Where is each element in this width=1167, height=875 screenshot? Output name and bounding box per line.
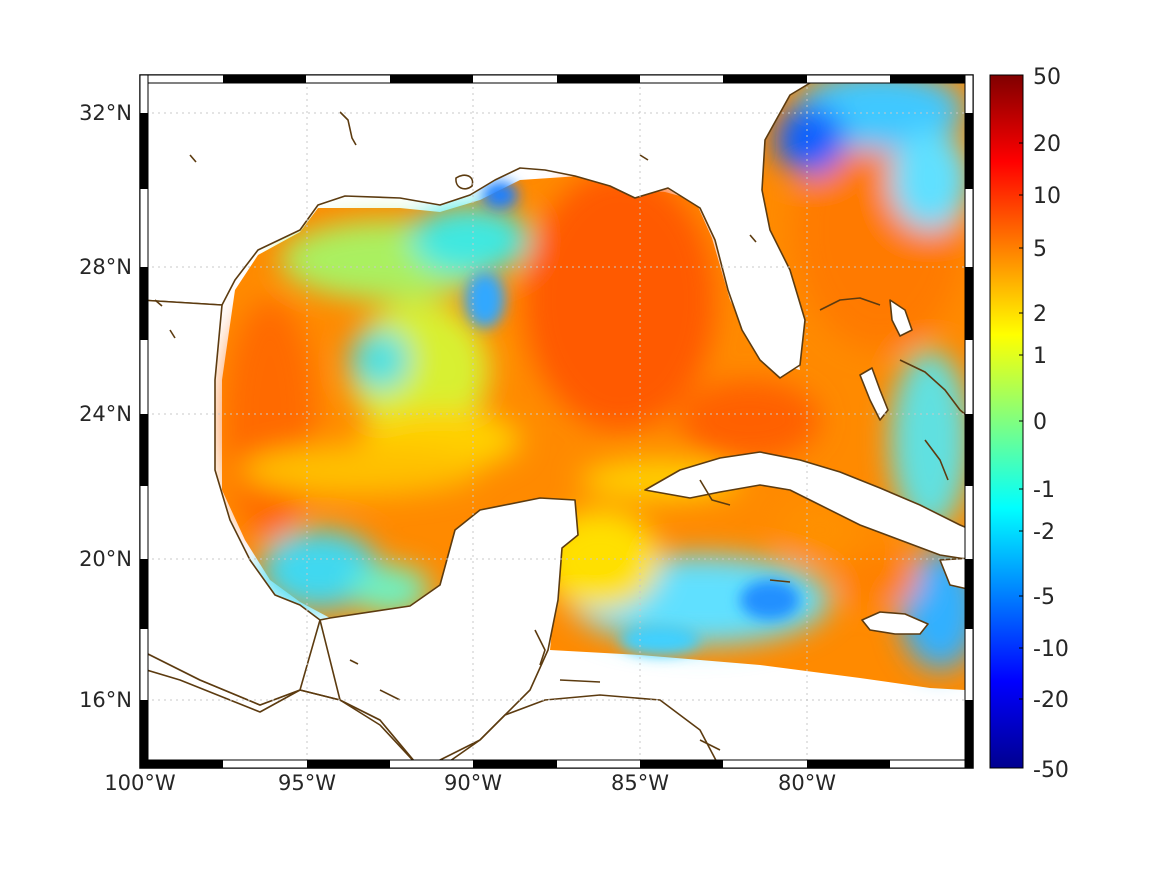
lat-label-32n: 32°N	[79, 101, 132, 125]
mexico-west-coast	[140, 299, 321, 706]
colorbar-label-2: 2	[1033, 302, 1047, 327]
lon-label-80w: 80°W	[778, 771, 836, 795]
colorbar-label-50: 50	[1033, 65, 1061, 90]
lat-label-16n: 16°N	[79, 688, 132, 712]
colorbar-gradient	[989, 74, 1024, 769]
lat-label-28n: 28°N	[79, 255, 132, 279]
land-masses	[140, 75, 973, 768]
us-gulf-coast	[140, 75, 821, 379]
colorbar-label-1: 1	[1033, 344, 1047, 369]
lon-label-95w: 95°W	[278, 771, 336, 795]
ocean-data-field	[222, 75, 973, 690]
lat-label-24n: 24°N	[79, 402, 132, 426]
lon-label-85w: 85°W	[611, 771, 669, 795]
lon-label-100w: 100°W	[104, 771, 176, 795]
longitude-labels: 100°W 95°W 90°W 85°W 80°W	[104, 771, 836, 795]
colorbar-label-10: 10	[1033, 184, 1061, 209]
latitude-labels: 32°N 28°N 24°N 20°N 16°N	[79, 101, 132, 712]
graticule	[140, 75, 973, 768]
colorbar-ticks	[1019, 142, 1023, 700]
colorbar: 50 20 10 5 2 1 0 -1 -2 -5 -10 -20 -50	[989, 65, 1069, 783]
coastline-details	[140, 111, 973, 768]
colorbar-label-neg10: -10	[1033, 637, 1069, 662]
colorbar-label-0: 0	[1033, 410, 1047, 435]
bahamas-andros	[859, 367, 889, 421]
lon-label-90w: 90°W	[444, 771, 502, 795]
colorbar-label-20: 20	[1033, 132, 1061, 157]
map-panel	[140, 75, 973, 768]
colorbar-label-neg20: -20	[1033, 688, 1069, 713]
colorbar-label-neg50: -50	[1033, 758, 1069, 783]
jamaica-island	[861, 611, 929, 635]
central-america	[439, 694, 721, 768]
bahamas-abaco	[889, 299, 913, 337]
colorbar-label-neg2: -2	[1033, 520, 1055, 545]
lat-label-20n: 20°N	[79, 547, 132, 571]
colorbar-label-neg5: -5	[1033, 585, 1055, 610]
colorbar-label-5: 5	[1033, 237, 1047, 262]
map-frame	[139, 74, 974, 769]
colorbar-label-neg1: -1	[1033, 478, 1055, 503]
